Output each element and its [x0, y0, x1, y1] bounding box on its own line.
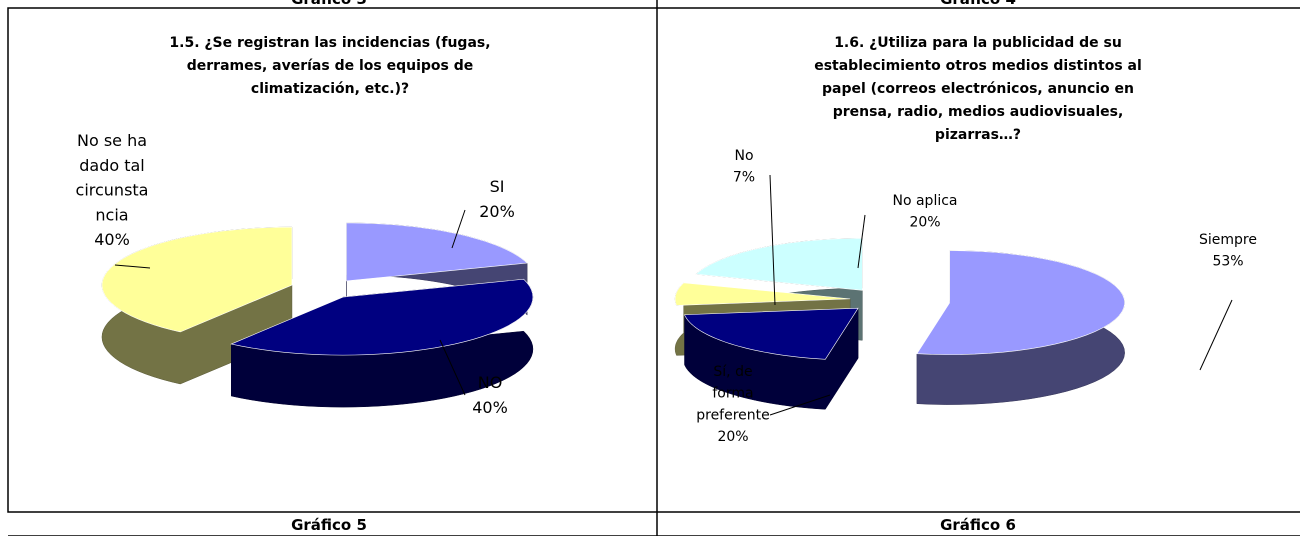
leader-line	[1199, 299, 1233, 371]
caption: Gráfico 3	[291, 0, 367, 8]
slice-label: No aplica	[892, 193, 957, 209]
slice-value-label: 40%	[94, 230, 130, 249]
slice-value-label: 53%	[1212, 254, 1243, 270]
slice	[230, 278, 534, 356]
leader-line	[769, 394, 831, 416]
slice	[684, 307, 859, 360]
leader-line	[857, 214, 866, 269]
slice-value-label: 40%	[472, 398, 508, 417]
slice	[101, 226, 293, 333]
chart-title: 1.5. ¿Se registran las incidencias (fuga…	[169, 35, 490, 97]
slice-value-label: 20%	[909, 215, 940, 231]
caption: Gráfico 6	[940, 516, 1016, 534]
slice	[674, 282, 851, 306]
caption: Gráfico 4	[940, 0, 1016, 8]
slice-value-label: 7%	[733, 170, 755, 186]
slice	[346, 222, 528, 282]
slice	[695, 237, 863, 291]
pie-chart: 1.5. ¿Se registran las incidencias (fuga…	[76, 35, 534, 417]
leader-line	[769, 174, 776, 306]
slice-label: Sí, de forma preferente	[696, 364, 770, 423]
slice-value-label: 20%	[717, 429, 748, 445]
leader-line	[114, 264, 151, 269]
slice-value-label: 20%	[479, 202, 515, 221]
slice-label: No	[734, 148, 753, 164]
slice-label: No se ha dado tal circunsta ncia	[76, 131, 149, 224]
slice-label: NO	[478, 373, 503, 392]
leader-line	[439, 339, 466, 396]
chart-title: 1.6. ¿Utiliza para la publicidad de su es…	[814, 35, 1142, 143]
slice-label: Siempre	[1199, 232, 1257, 248]
caption: Gráfico 5	[291, 516, 367, 534]
slice	[916, 250, 1125, 355]
leader-line	[451, 209, 466, 249]
slice-label: SI	[490, 177, 505, 196]
pie-chart: 1.6. ¿Utiliza para la publicidad de su es…	[674, 35, 1257, 445]
